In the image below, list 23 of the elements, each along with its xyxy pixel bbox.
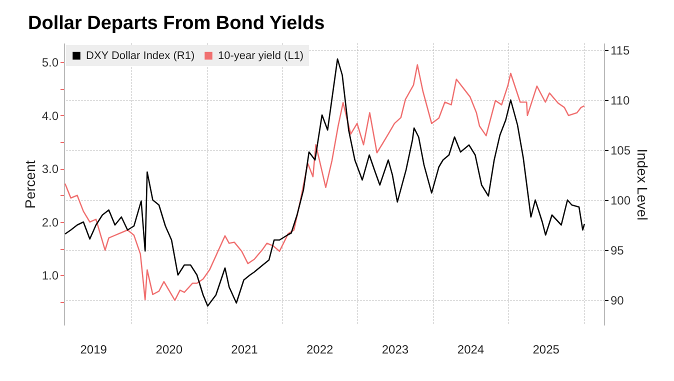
y2-tick-label: 105 [610,144,631,158]
y-tick-label: 5.0 [42,56,59,70]
legend-label: 10-year yield (L1) [218,50,304,62]
x-tick-label: 2024 [457,342,484,356]
y2-tick-label: 110 [610,94,630,108]
y2-tick-label: 115 [610,44,630,58]
x-tick-label: 2020 [156,342,183,356]
y2-axis-title: Index Level [634,148,651,220]
y-tick-label: 2.0 [42,215,59,230]
x-tick-label: 2019 [80,342,108,356]
legend-label: DXY Dollar Index (R1) [86,50,195,62]
y-axis-title: Percent [22,160,38,209]
y2-tick-label: 95 [610,244,624,258]
y2-tick-label: 100 [610,194,631,208]
x-tick-label: 2025 [532,342,560,356]
y-tick-label: 3.0 [42,162,59,176]
x-tick-label: 2023 [382,342,409,356]
chart-title: Dollar Departs From Bond Yields [28,13,325,34]
x-tick-label: 2022 [306,342,334,356]
y-tick-label: 4.0 [42,108,59,123]
x-tick-label: 2021 [231,342,258,356]
y2-tick-label: 90 [610,294,624,308]
y-tick-label: 1.0 [42,268,59,283]
